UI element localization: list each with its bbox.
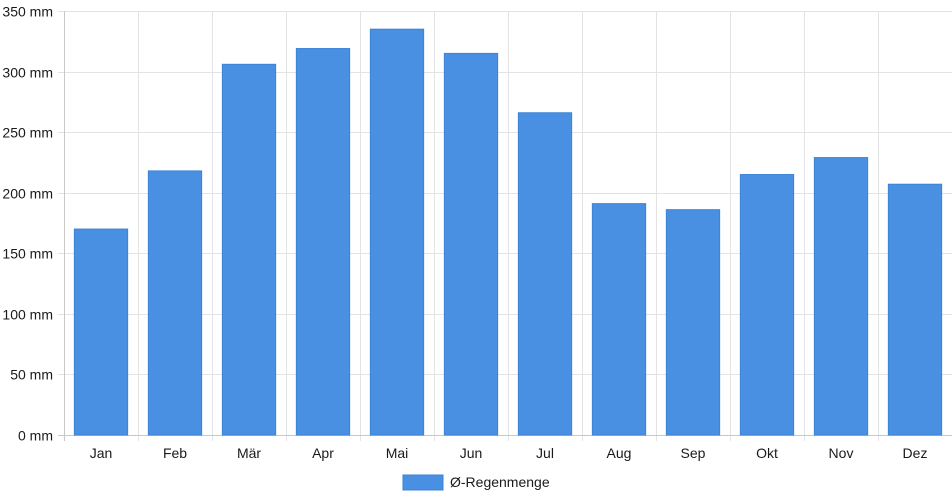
y-tick-label: 0 mm (18, 428, 53, 444)
bar-nov[interactable] (813, 157, 869, 436)
x-tick-label: Okt (756, 445, 778, 461)
legend[interactable]: Ø-Regenmenge (402, 474, 550, 491)
bar-dez[interactable] (887, 183, 943, 436)
x-tick-label: Nov (829, 445, 854, 461)
bar-mär[interactable] (221, 63, 277, 436)
x-tick-label: Sep (681, 445, 706, 461)
x-tick-label: Jul (536, 445, 554, 461)
x-tick-label: Aug (607, 445, 632, 461)
y-tick-label: 300 mm (2, 65, 53, 81)
bar-okt[interactable] (739, 174, 795, 436)
legend-label[interactable]: Ø-Regenmenge (450, 474, 550, 490)
y-tick-label: 150 mm (2, 246, 53, 262)
y-tick-label: 250 mm (2, 125, 53, 141)
y-tick-label: 100 mm (2, 307, 53, 323)
legend-swatch[interactable] (402, 474, 444, 491)
bars (73, 28, 943, 436)
y-tick-label: 200 mm (2, 186, 53, 202)
x-tick-labels: Jan Feb Mär Apr Mai Jun Jul Aug Sep Okt Nov Dez (90, 445, 928, 461)
bar-jan[interactable] (73, 228, 129, 436)
bar-mai[interactable] (369, 28, 425, 436)
bar-jul[interactable] (517, 112, 573, 436)
y-tick-label: 350 mm (2, 4, 53, 20)
x-tick-label: Apr (312, 445, 334, 461)
bar-feb[interactable] (147, 170, 203, 436)
x-tick-label: Mär (237, 445, 261, 461)
bar-aug[interactable] (591, 203, 647, 436)
x-tick-label: Jun (460, 445, 483, 461)
x-tick-label: Dez (903, 445, 928, 461)
bar-sep[interactable] (665, 209, 721, 436)
bar-jun[interactable] (443, 52, 499, 436)
x-tick-label: Jan (90, 445, 113, 461)
x-tick-label: Feb (163, 445, 187, 461)
bar-apr[interactable] (295, 48, 351, 436)
grid-lines (58, 11, 952, 441)
y-tick-labels: 0 mm 50 mm 100 mm 150 mm 200 mm 250 mm 300 mm 3… (2, 4, 53, 444)
axes (58, 11, 952, 441)
x-tick-label: Mai (386, 445, 409, 461)
y-tick-label: 50 mm (10, 367, 53, 383)
